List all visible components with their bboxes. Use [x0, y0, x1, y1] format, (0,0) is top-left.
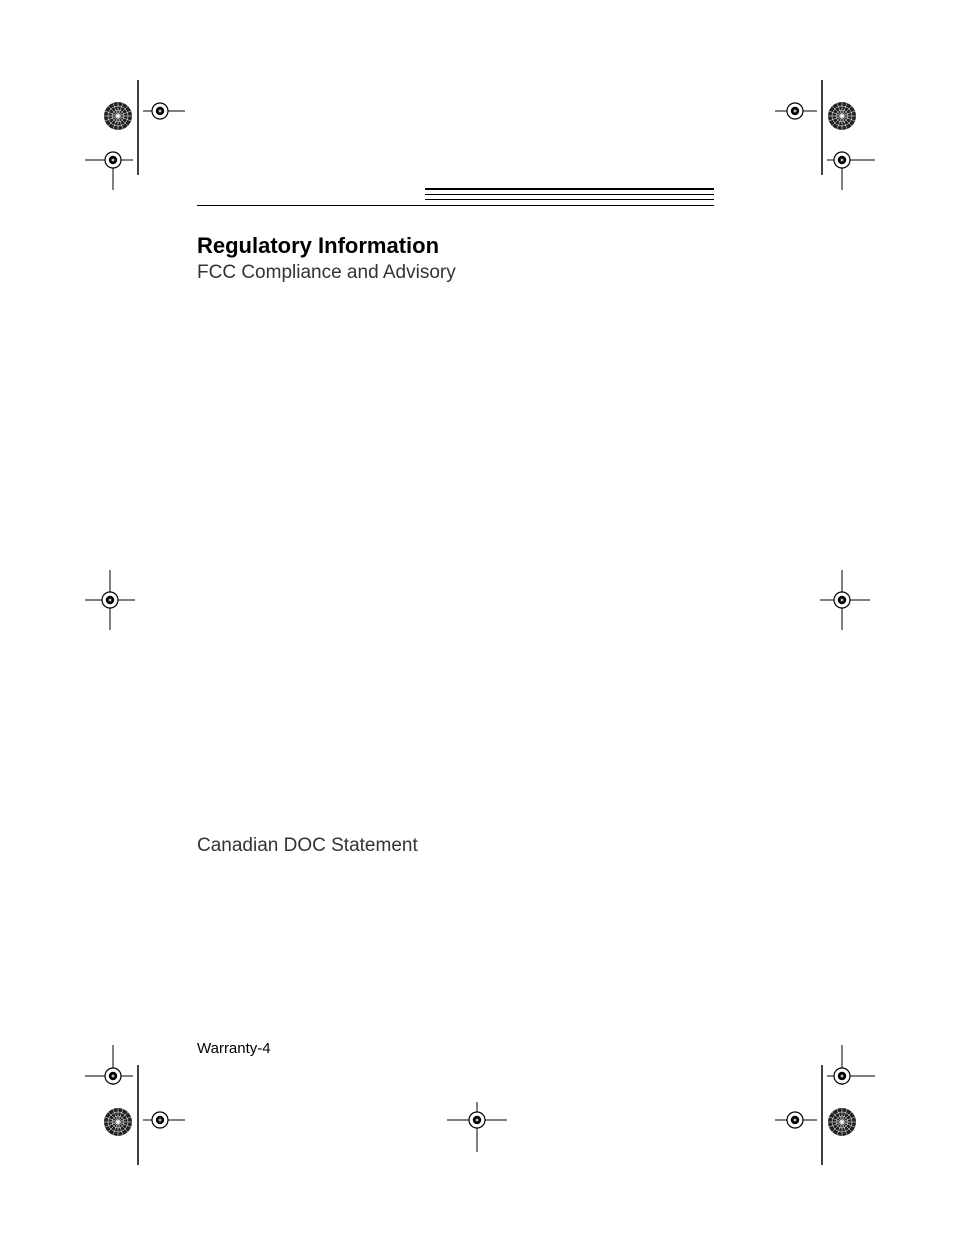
header-single-rule: [197, 205, 714, 206]
page-footer: Warranty-4: [197, 1040, 271, 1057]
header-triple-rule: [425, 188, 714, 200]
cropmark-top-left: [85, 80, 185, 190]
section-subheading-2: Canadian DOC Statement: [197, 835, 418, 857]
cropmark-left-mid: [85, 570, 145, 630]
cropmark-bottom-left: [85, 1045, 185, 1165]
cropmark-bottom-center: [447, 1092, 507, 1152]
cropmark-bottom-right: [765, 1045, 875, 1165]
cropmark-top-right: [765, 80, 875, 190]
section-subheading-1: FCC Compliance and Advisory: [197, 262, 456, 284]
cropmark-right-mid: [810, 570, 870, 630]
page-root: Regulatory Information FCC Compliance an…: [0, 0, 954, 1235]
section-heading: Regulatory Information: [197, 233, 439, 259]
